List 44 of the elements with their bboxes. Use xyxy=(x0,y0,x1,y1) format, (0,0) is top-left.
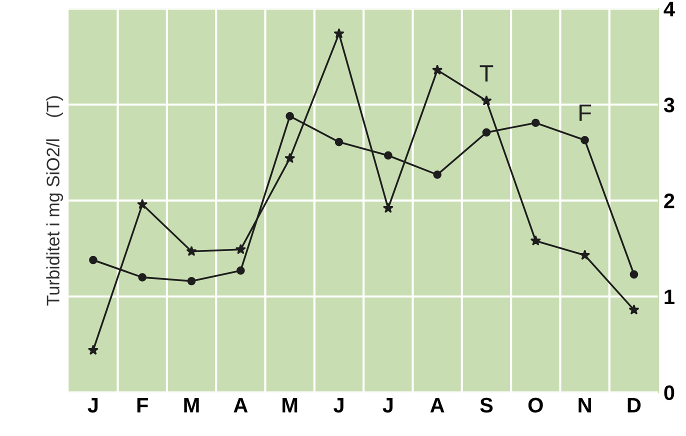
point xyxy=(580,136,589,144)
x-tick-label: D xyxy=(628,398,641,412)
point xyxy=(236,266,245,275)
x-tick-label: S xyxy=(480,398,493,413)
y-axis-title: Turbiditet i mg SiO2/l (T) xyxy=(46,96,64,306)
x-tick-label: M xyxy=(282,398,298,412)
point xyxy=(88,344,98,355)
point xyxy=(628,304,640,315)
x-tick-label: M xyxy=(184,398,199,412)
point xyxy=(630,270,638,279)
x-tick-label: A xyxy=(430,398,444,412)
point xyxy=(530,235,541,246)
point xyxy=(482,128,491,137)
point xyxy=(187,276,196,286)
point xyxy=(579,250,590,260)
x-tick-label: J xyxy=(382,398,393,413)
point xyxy=(531,118,540,128)
point xyxy=(334,138,344,146)
point xyxy=(433,170,442,179)
point xyxy=(137,198,148,210)
series-label: T xyxy=(480,65,494,82)
x-tick-label: J xyxy=(88,398,98,413)
x-tick-label: F xyxy=(137,398,148,412)
series-label: F xyxy=(580,104,592,121)
x-tick-label: N xyxy=(578,398,591,412)
y-tick-label: 4 xyxy=(664,2,675,16)
y-tick-label: 3 xyxy=(664,98,674,112)
x-tick-label: A xyxy=(234,398,248,412)
y-tick-label: 1 xyxy=(664,290,674,304)
point xyxy=(334,28,344,38)
point xyxy=(89,256,98,264)
point xyxy=(138,273,147,282)
y-tick-label: 2 xyxy=(664,194,674,208)
point xyxy=(432,64,443,75)
x-tick-label: J xyxy=(334,398,344,413)
x-tick-label: O xyxy=(528,398,543,413)
point xyxy=(235,244,246,254)
y-tick-label: 0 xyxy=(664,385,674,400)
point xyxy=(286,112,294,120)
point xyxy=(384,151,392,160)
point xyxy=(284,152,296,163)
point xyxy=(186,246,197,256)
point xyxy=(382,202,394,213)
point xyxy=(481,95,492,106)
